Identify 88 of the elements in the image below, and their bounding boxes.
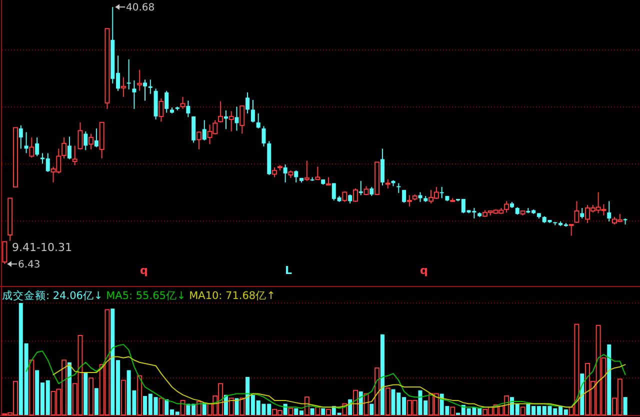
bar xyxy=(580,374,584,415)
candlestick xyxy=(406,194,412,207)
candlestick xyxy=(228,110,234,132)
candlestick xyxy=(348,194,352,204)
series-names: 成交金额: 24.06亿↓ MA5: 55.65亿↓ MA10: 71.68亿↑ xyxy=(2,290,276,302)
bar xyxy=(196,401,202,416)
candlestick xyxy=(2,241,8,264)
bar xyxy=(84,372,88,415)
bar xyxy=(374,367,380,416)
bar xyxy=(358,391,363,415)
candlestick xyxy=(358,180,363,196)
bar xyxy=(67,362,72,415)
bar xyxy=(321,408,326,415)
candlestick xyxy=(370,186,374,196)
candlestick xyxy=(132,80,136,110)
candlestick xyxy=(396,182,401,194)
candlestick xyxy=(88,133,94,150)
candlestick xyxy=(94,128,98,148)
bar xyxy=(370,404,374,415)
candlestick xyxy=(607,200,612,222)
bar xyxy=(240,398,245,416)
annotation: 6.43 xyxy=(18,260,40,270)
candlestick xyxy=(283,164,288,183)
candlestick xyxy=(256,112,260,129)
candlestick xyxy=(352,188,358,202)
annotation: L xyxy=(285,264,292,277)
candlestick xyxy=(240,105,245,134)
bar xyxy=(137,375,142,416)
candlestick xyxy=(143,79,148,102)
annotation: q xyxy=(420,264,428,277)
candlestick xyxy=(120,76,126,98)
candlestick xyxy=(218,100,224,123)
candlestick xyxy=(385,178,390,189)
bar xyxy=(352,390,358,416)
candlestick xyxy=(126,58,131,90)
candlestick xyxy=(148,79,152,94)
candlestick xyxy=(164,90,169,114)
candlestick xyxy=(72,145,78,166)
candlestick xyxy=(380,148,384,186)
candlestick xyxy=(18,124,23,150)
candlestick xyxy=(580,207,584,219)
bar xyxy=(623,397,628,415)
candlestick xyxy=(84,130,88,151)
candlestick xyxy=(402,189,406,204)
bar xyxy=(228,398,234,416)
bar xyxy=(158,398,164,416)
candlestick xyxy=(78,122,83,150)
candlestick xyxy=(418,192,422,202)
candlestick xyxy=(180,96,186,110)
candlestick xyxy=(234,106,239,132)
bar xyxy=(326,408,331,416)
candlestick xyxy=(315,166,320,181)
annotation: q xyxy=(140,264,148,277)
bar xyxy=(380,334,384,415)
candlestick xyxy=(158,98,164,122)
candlestick xyxy=(440,186,444,199)
candlestick xyxy=(574,200,580,224)
candlestick xyxy=(35,136,40,157)
bar xyxy=(315,406,320,416)
candlestick xyxy=(262,126,266,147)
bar xyxy=(385,388,390,416)
annotation: 9.41-10.31 xyxy=(12,241,72,254)
candlestick xyxy=(196,130,202,150)
candlestick xyxy=(202,120,206,141)
bar xyxy=(180,400,186,416)
candlestick xyxy=(304,160,310,182)
candlestick xyxy=(294,170,298,183)
candlestick xyxy=(137,69,142,92)
bar xyxy=(607,344,612,415)
candlestick xyxy=(29,136,34,158)
candlestick xyxy=(186,100,190,118)
candlestick xyxy=(246,92,250,114)
candlestick xyxy=(24,132,28,154)
candlestick xyxy=(568,224,574,236)
bar xyxy=(29,360,34,416)
bar xyxy=(364,393,369,416)
annotation: 40.68 xyxy=(126,2,155,14)
candlestick xyxy=(250,99,255,123)
bar xyxy=(234,398,239,415)
bar xyxy=(288,408,294,416)
bar xyxy=(120,380,126,416)
bar xyxy=(520,406,526,416)
candlestick xyxy=(67,136,72,160)
bar xyxy=(450,406,456,416)
candlestick xyxy=(272,166,278,178)
bar xyxy=(94,388,98,415)
bar xyxy=(88,378,94,416)
bar xyxy=(310,408,314,415)
